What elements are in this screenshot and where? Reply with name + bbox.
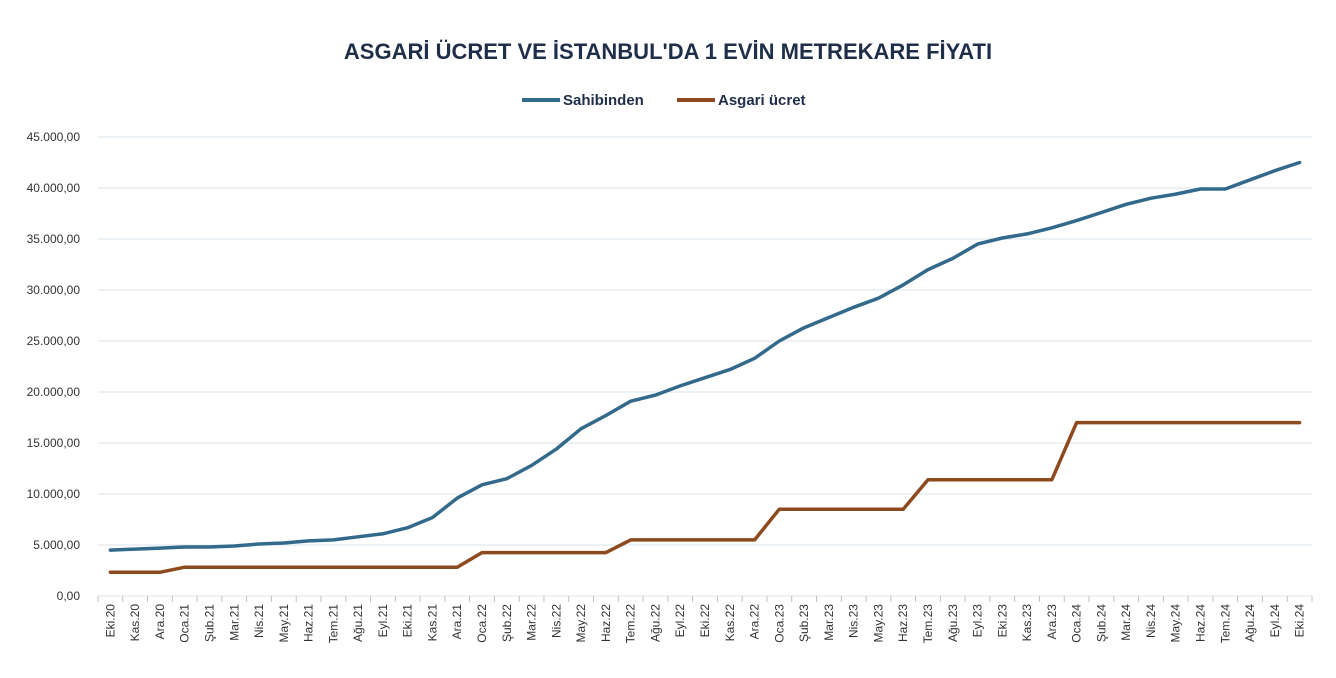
x-tick-label: Mar.24	[1119, 604, 1133, 641]
x-tick-label: Kas.20	[128, 604, 142, 642]
x-tick-label: Eyl.21	[376, 604, 390, 638]
x-tick-label: May.24	[1169, 604, 1183, 643]
x-tick-label: Haz.22	[599, 604, 613, 642]
x-tick-label: Haz.21	[302, 604, 316, 642]
x-tick-label: May.23	[871, 604, 885, 643]
legend-label: Asgari ücret	[718, 92, 806, 109]
x-tick-label: Mar.22	[525, 604, 539, 641]
x-tick-label: Nis.23	[847, 604, 861, 638]
x-tick-label: Kas.23	[1020, 604, 1034, 642]
x-tick-label: Oca.22	[475, 604, 489, 643]
x-tick-label: Tem.21	[326, 604, 340, 644]
x-tick-label: Nis.22	[549, 604, 563, 638]
x-tick-label: Ara.21	[450, 604, 464, 640]
x-tick-label: Ara.20	[153, 604, 167, 640]
y-tick-label: 30.000,00	[27, 283, 81, 297]
x-tick-label: Ara.22	[748, 604, 762, 640]
y-axis: 0,00 5.000,00 10.000,00 15.000,00 20.000,00 2…	[27, 130, 81, 603]
x-tick-label: Eki.20	[103, 604, 117, 638]
y-tick-label: 35.000,00	[27, 232, 81, 246]
x-tick-label: May.22	[574, 604, 588, 643]
x-tick-label: Şub.22	[500, 604, 514, 642]
x-tick-label: Tem.24	[1218, 604, 1232, 644]
x-tick-label: Mar.21	[227, 604, 241, 641]
x-tick-label: Eki.23	[995, 604, 1009, 638]
x-tick-label: Kas.22	[723, 604, 737, 642]
x-tick-label: Eyl.24	[1268, 604, 1282, 638]
y-tick-label: 15.000,00	[27, 436, 81, 450]
x-tick-label: May.21	[277, 604, 291, 643]
x-tick-label: Eki.22	[698, 604, 712, 638]
x-tick-label: Şub.24	[1094, 604, 1108, 642]
x-tick-label: Tem.23	[921, 604, 935, 644]
x-tick-label: Ağu.24	[1243, 604, 1257, 642]
y-tick-label: 5.000,00	[33, 538, 80, 552]
x-tick-label: Eki.24	[1293, 604, 1307, 638]
x-tick-label: Haz.23	[896, 604, 910, 642]
x-tick-label: Oca.24	[1070, 604, 1084, 643]
x-tick-label: Oca.21	[178, 604, 192, 643]
x-tick-label: Haz.24	[1194, 604, 1208, 642]
x-tick-label: Şub.21	[202, 604, 216, 642]
series-line-sahibinden	[108, 160, 1302, 552]
y-tick-label: 20.000,00	[27, 385, 81, 399]
x-tick-label: Şub.23	[797, 604, 811, 642]
legend: Sahibinden Asgari ücret	[522, 92, 806, 109]
x-tick-label: Oca.23	[772, 604, 786, 643]
series-line-asgari-ucret	[108, 420, 1302, 575]
x-axis: Eki.20 Kas.20 Ara.20 Oca.21 Şub.21 Mar.21 Nis.…	[97, 596, 1313, 644]
x-tick-label: Eki.21	[401, 604, 415, 638]
x-tick-label: Mar.23	[822, 604, 836, 641]
x-tick-label: Ağu.21	[351, 604, 365, 642]
x-tick-label: Ara.23	[1045, 604, 1059, 640]
x-tick-label: Ağu.22	[648, 604, 662, 642]
series-lines	[108, 160, 1302, 575]
x-tick-label: Eyl.23	[971, 604, 985, 638]
x-tick-label: Eyl.22	[673, 604, 687, 638]
y-tick-label: 0,00	[57, 589, 81, 603]
x-tick-label: Nis.21	[252, 604, 266, 638]
x-tick-label: Kas.21	[425, 604, 439, 642]
legend-label: Sahibinden	[563, 92, 644, 109]
y-tick-label: 45.000,00	[27, 130, 81, 144]
y-tick-label: 40.000,00	[27, 181, 81, 195]
x-tick-label: Tem.22	[624, 604, 638, 644]
chart-title: ASGARİ ÜCRET VE İSTANBUL'DA 1 EVİN METRE…	[344, 39, 992, 64]
x-tick-label: Ağu.23	[946, 604, 960, 642]
y-tick-label: 10.000,00	[27, 487, 81, 501]
x-tick-label: Nis.24	[1144, 604, 1158, 638]
gridlines	[98, 136, 1312, 597]
y-tick-label: 25.000,00	[27, 334, 81, 348]
